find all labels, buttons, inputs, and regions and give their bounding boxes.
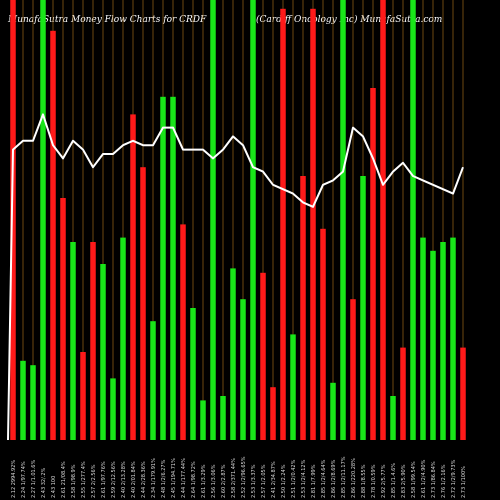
x-tick-label: 2.45 1/194.71% — [171, 458, 177, 498]
x-tick-label: 2.92 2/5.77% — [381, 464, 387, 498]
x-tick-label: 2.83 2/5.90% — [401, 464, 407, 498]
bar-inflow — [170, 96, 176, 441]
x-tick-label: 2.61 1/3.29% — [201, 464, 207, 498]
x-tick-label: 2.40 2/01.84% — [131, 461, 137, 498]
bar-outflow — [380, 0, 386, 440]
bar-outflow — [300, 176, 306, 440]
bar-inflow — [250, 0, 256, 440]
bar-outflow — [80, 352, 86, 440]
x-tick-label: 2.56 1/3.06% — [211, 464, 217, 498]
x-tick-label: 2.85 1/1.4.6% — [391, 463, 397, 498]
x-tick-label: 2.86 1/2/8.69% — [331, 459, 337, 498]
x-tick-label: 2.44 1/177.44% — [181, 458, 187, 498]
bar-inflow — [150, 321, 156, 440]
bar-inflow — [200, 400, 206, 440]
bar-outflow — [310, 8, 316, 441]
chart-subtitle: (Cardiff Oncology Inc) MunafaSutra.com — [256, 15, 443, 25]
bar-outflow — [280, 8, 286, 441]
x-tick-label: 2.53 1/3.37% — [251, 464, 257, 498]
x-tick-label: 2.51 1/2/0.42% — [291, 459, 297, 498]
x-tick-label: 2.61 1/2/4.90% — [421, 459, 427, 498]
x-tick-label: 2.61 21/08.4% — [61, 461, 67, 498]
x-tick-label: 2.40 2/13.28% — [121, 461, 127, 498]
bar-inflow — [70, 242, 76, 440]
bar-outflow — [10, 0, 16, 440]
bar-inflow — [40, 0, 46, 440]
x-tick-label: 2.85 1/2/11.17% — [341, 456, 347, 498]
bar-inflow — [190, 308, 196, 440]
money-flow-line — [7, 113, 464, 441]
bar-outflow — [180, 224, 186, 440]
x-tick-label: 2.58 1/99.54% — [411, 461, 417, 498]
chart-title: MunafaSutra Money Flow Charts for CRDF — [8, 15, 207, 25]
bar-outflow — [350, 299, 356, 440]
x-tick-label: 2.57 2/2.56% — [91, 464, 97, 498]
x-tick-label: 2.43 100 — [51, 476, 57, 498]
bar-outflow — [370, 88, 376, 440]
x-tick-label: 2.44 2/28.36% — [141, 461, 147, 498]
bar-inflow — [340, 0, 346, 440]
x-tick-label: 2.27 1/1.01.6% — [31, 460, 37, 498]
bar-outflow — [270, 387, 276, 440]
bar-inflow — [210, 0, 216, 440]
bar-inflow — [220, 396, 226, 440]
x-tick-label: 2.64 1/98.72% — [191, 461, 197, 498]
bar-inflow — [100, 264, 106, 440]
bar-inflow — [390, 396, 396, 440]
bar-inflow — [30, 365, 36, 440]
bar-inflow — [110, 378, 116, 440]
x-tick-label: 2.52 1/2/96.65% — [241, 456, 247, 498]
bar-outflow — [50, 30, 56, 441]
bar-inflow — [160, 96, 166, 441]
x-tick-label: 2.24 1/97.74% — [21, 461, 27, 498]
x-tick-label: 2.59 2/12.56% — [111, 461, 117, 498]
bar-inflow — [360, 176, 366, 440]
x-tick-label: 2.85 1/2/4.64% — [321, 459, 327, 498]
bar-outflow — [320, 228, 326, 440]
bar-outflow — [260, 272, 266, 440]
bar-inflow — [290, 334, 296, 440]
x-tick-label: 2.50 1/2.24% — [281, 464, 287, 498]
bar-outflow — [130, 114, 136, 441]
x-tick-label: 2.41 2/34.87% — [271, 461, 277, 498]
x-tick-label: 2.72 1/2/9.73% — [451, 459, 457, 498]
x-tick-label: 2.73 1/86.84% — [431, 461, 437, 498]
bar-inflow — [420, 237, 426, 440]
bar-outflow — [460, 347, 466, 440]
x-tick-label: 2.76 1/2.16% — [441, 464, 447, 498]
x-tick-label: 2.34 1/179.91% — [151, 458, 157, 498]
x-tick-label: 2.48 1/2/6.27% — [161, 459, 167, 498]
bar-inflow — [410, 0, 416, 440]
x-tick-label: 2.58 2/371.44% — [231, 458, 237, 498]
bar-inflow — [440, 242, 446, 440]
x-tick-label: 2.12 2994.92% — [11, 460, 17, 498]
x-tick-label: 2.57 1/2.05% — [261, 464, 267, 498]
x-tick-label: 2.73 1/100% — [461, 466, 467, 498]
bar-inflow — [20, 360, 26, 440]
x-tick-label: 2.55 1/277.4% — [81, 461, 87, 498]
x-tick-label: 2.53 1/2/4.12% — [301, 459, 307, 498]
x-tick-label: 2.78 1/0.59% — [371, 464, 377, 498]
x-tick-label: 2.86 1/220.28% — [351, 458, 357, 498]
bar-inflow — [330, 382, 336, 440]
x-tick-label: 2.61 1/97.76% — [101, 461, 107, 498]
x-tick-label: 2.81 1/7.99% — [311, 464, 317, 498]
x-tick-label: 2.60 2/2.87% — [221, 464, 227, 498]
x-tick-label: 2.43 32/.2% — [41, 467, 47, 498]
bar-outflow — [140, 167, 146, 440]
bar-outflow — [90, 242, 96, 440]
bar-inflow — [430, 250, 436, 440]
bar-inflow — [120, 237, 126, 440]
bar-outflow — [400, 347, 406, 440]
bar-inflow — [450, 237, 456, 440]
x-tick-label: 2.58 1/98.9% — [71, 464, 77, 498]
bar-inflow — [240, 299, 246, 440]
bar-inflow — [230, 268, 236, 440]
x-tick-label: 2.88 1/8.55% — [361, 464, 367, 498]
bar-outflow — [60, 198, 66, 440]
